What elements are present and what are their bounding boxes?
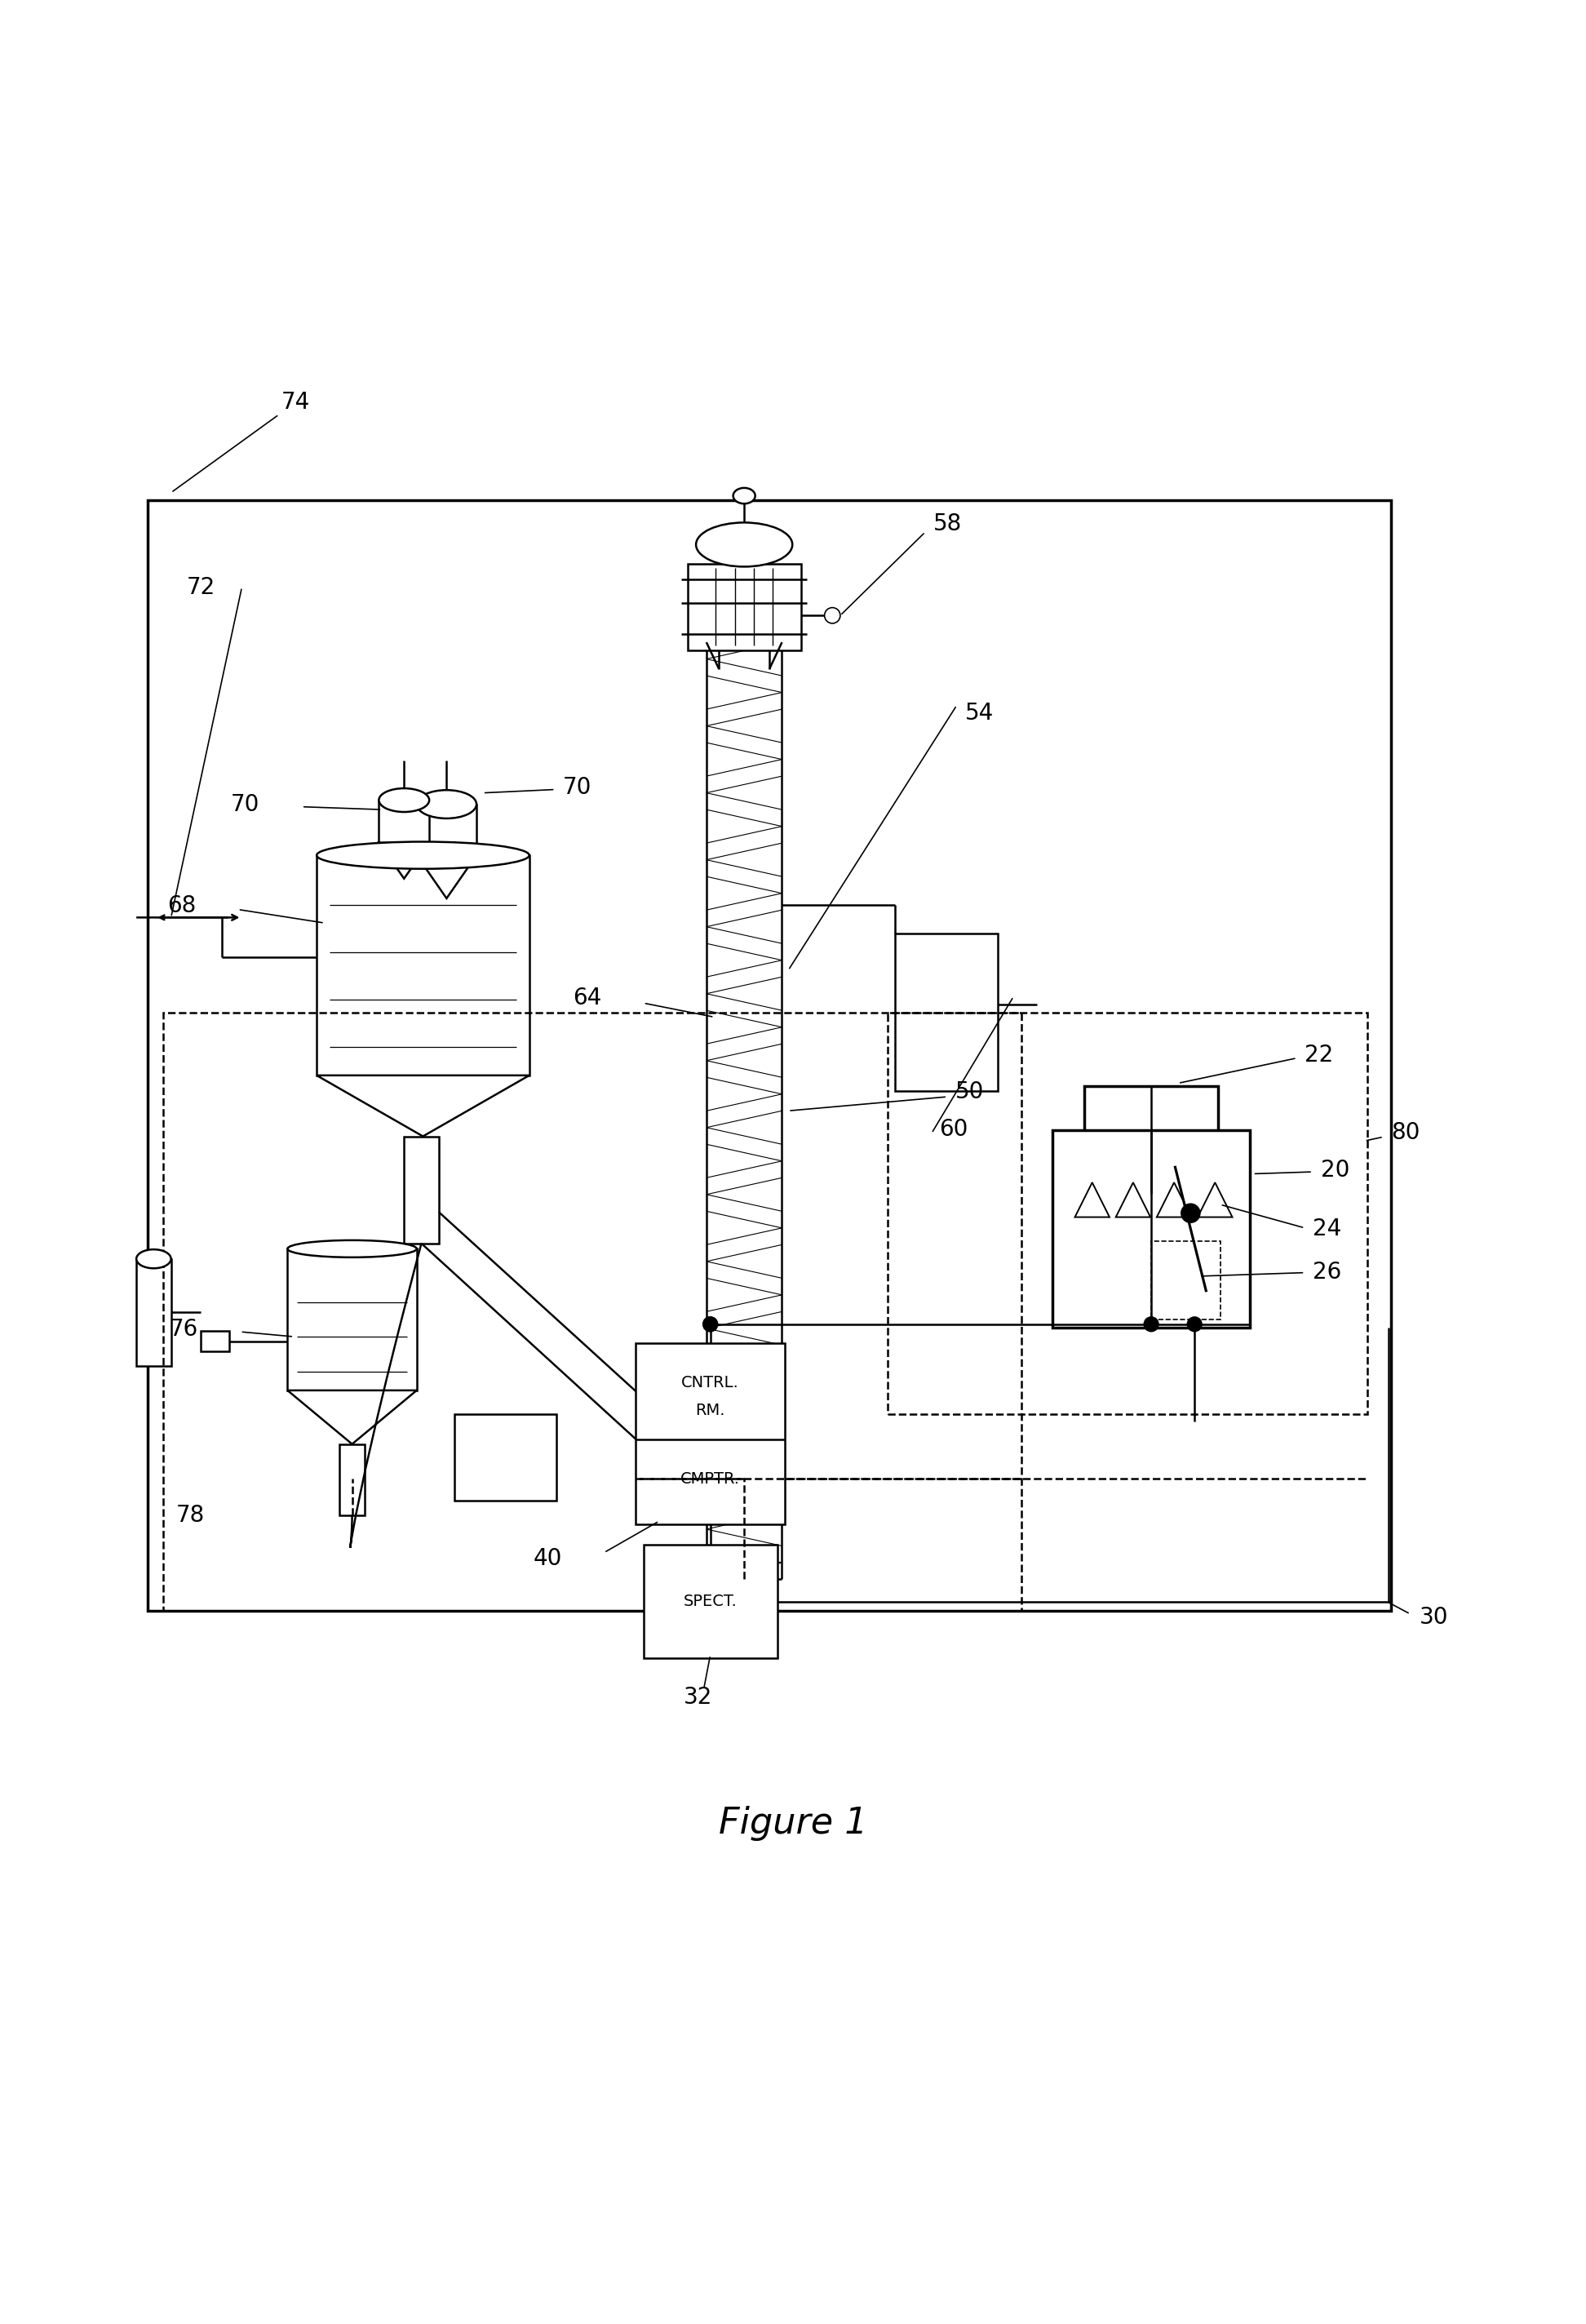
Text: 26: 26 [1313,1262,1342,1283]
Text: 74: 74 [173,390,309,490]
Text: 70: 70 [232,792,260,816]
Text: 20: 20 [1321,1157,1350,1181]
Bar [339,1443,365,1515]
Bar [417,804,476,855]
Bar [687,562,801,651]
Bar [888,1013,1367,1413]
Bar [896,934,998,1092]
Text: Figure 1: Figure 1 [718,1806,868,1841]
Bar [404,1136,439,1243]
Circle shape [1186,1315,1202,1332]
Text: 68: 68 [167,895,195,918]
Text: 32: 32 [684,1687,712,1708]
Circle shape [825,607,841,623]
Bar [1053,1129,1250,1327]
Bar [163,1013,1021,1611]
Bar [379,799,430,844]
Bar [287,1248,417,1390]
Text: 22: 22 [1305,1043,1334,1067]
Circle shape [703,1315,718,1332]
Text: 64: 64 [573,988,601,1011]
Bar [136,1260,171,1367]
Text: CNTRL.: CNTRL. [682,1376,739,1390]
Bar [1151,1241,1220,1320]
Text: 30: 30 [1419,1606,1448,1629]
Bar [317,855,530,1076]
Ellipse shape [317,841,530,869]
Polygon shape [287,1390,417,1443]
Text: 24: 24 [1313,1218,1342,1241]
Ellipse shape [136,1250,171,1269]
Bar [455,1413,557,1501]
Text: 76: 76 [170,1318,198,1341]
Ellipse shape [379,788,430,811]
Circle shape [703,1315,718,1332]
Text: 40: 40 [533,1548,561,1571]
Text: 60: 60 [939,1118,969,1141]
Bar [636,1343,785,1525]
Circle shape [1144,1315,1159,1332]
Text: RM.: RM. [695,1401,725,1418]
Polygon shape [417,855,476,899]
Ellipse shape [733,488,755,504]
Polygon shape [379,844,430,878]
Polygon shape [317,1076,530,1136]
Text: CMPTR.: CMPTR. [680,1471,741,1487]
Ellipse shape [696,523,793,567]
Ellipse shape [287,1241,417,1257]
Text: 72: 72 [187,576,216,600]
Circle shape [1182,1204,1201,1222]
Bar [201,1332,230,1350]
Text: 58: 58 [933,514,961,535]
Text: SPECT.: SPECT. [684,1594,737,1608]
Text: 70: 70 [563,776,592,799]
Text: 54: 54 [964,702,993,725]
Bar [147,500,1391,1611]
Text: 78: 78 [176,1504,205,1527]
Text: 80: 80 [1391,1122,1419,1143]
Bar [1085,1085,1218,1195]
Ellipse shape [417,790,476,818]
Text: 50: 50 [955,1081,983,1104]
Bar [644,1545,777,1657]
